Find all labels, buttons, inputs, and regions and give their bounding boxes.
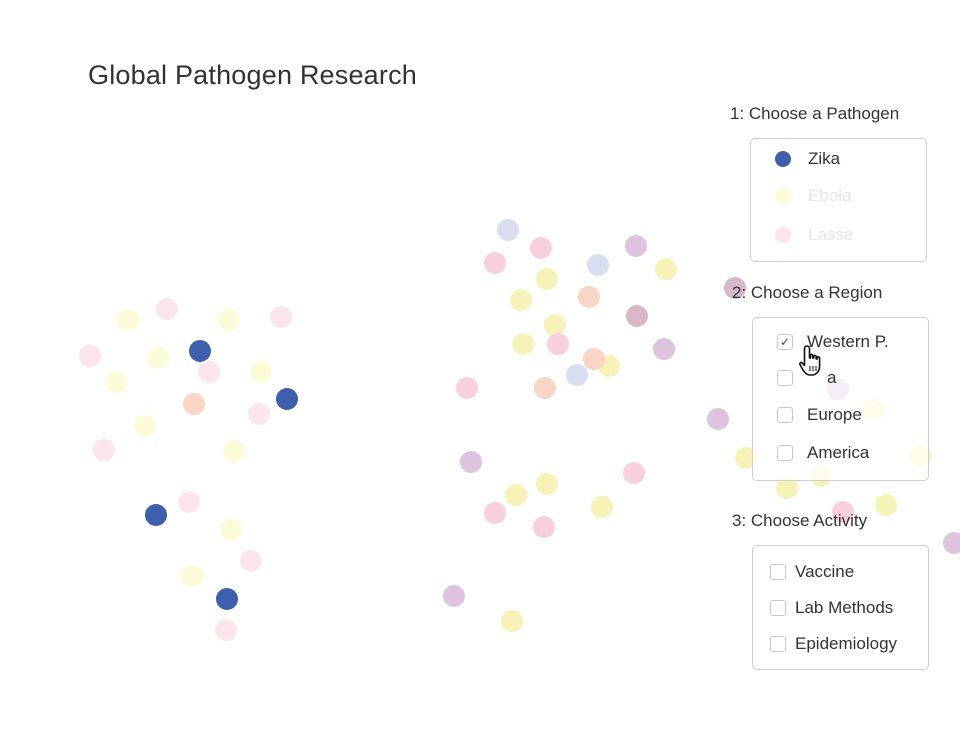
ebola-color-dot: [775, 188, 791, 204]
scatter-point-mauve: [724, 277, 746, 299]
pathogen-panel: Zika Ebola Lasse: [750, 138, 927, 262]
region-option-label: Western P.: [807, 332, 889, 351]
scatter-point-lasse_light: [240, 550, 262, 572]
activity-checkbox[interactable]: [770, 636, 786, 652]
scatter-point-ebola_mid: [591, 496, 613, 518]
activity-panel: Vaccine Lab Methods Epidemiology: [752, 545, 929, 670]
scatter-point-lasse_light: [79, 345, 101, 367]
scatter-point-purple: [443, 585, 465, 607]
scatter-point-ebola_mid: [536, 268, 558, 290]
region-option-america[interactable]: America: [777, 443, 869, 463]
scatter-point-zika: [189, 340, 211, 362]
scatter-point-purple: [460, 451, 482, 473]
scatter-point-peach: [534, 377, 556, 399]
region-checkbox[interactable]: [777, 370, 793, 386]
pathogen-option-label: Lasse: [808, 225, 854, 244]
activity-checkbox[interactable]: [770, 600, 786, 616]
page-title: Global Pathogen Research: [88, 60, 418, 90]
scatter-point-ebola_light: [181, 565, 203, 587]
scatter-point-ebola_mid: [510, 289, 532, 311]
scatter-point-lasse_light: [270, 306, 292, 328]
scatter-point-ebola_light: [105, 371, 127, 393]
scatter-point-purple: [943, 532, 960, 554]
scatter-point-lasse_light: [93, 439, 115, 461]
scatter-point-lasse_pink: [456, 377, 478, 399]
scatter-point-purple: [653, 338, 675, 360]
zika-color-dot: [775, 151, 791, 167]
scatter-point-lasse_pink: [623, 462, 645, 484]
scatter-point-lasse_light: [198, 361, 220, 383]
scatter-point-ebola_light: [223, 440, 245, 462]
pathogen-option-zika[interactable]: Zika: [775, 149, 840, 169]
scatter-point-lasse_light: [248, 403, 270, 425]
region-checkbox[interactable]: [777, 407, 793, 423]
scatter-point-ebola_mid: [536, 473, 558, 495]
scatter-point-lasse_pink: [484, 252, 506, 274]
scatter-point-ebola_mid: [512, 333, 534, 355]
scatter-point-zika: [276, 388, 298, 410]
checkmark-icon: ✓: [779, 335, 791, 349]
scatter-point-purple: [625, 235, 647, 257]
scatter-point-ebola_mid: [505, 484, 527, 506]
hand-pointer-icon: [799, 345, 821, 376]
scatter-point-ebola_light: [250, 361, 272, 383]
scatter-point-lasse_pink: [530, 237, 552, 259]
scatter-point-ebola_light: [117, 309, 139, 331]
scatter-point-peach: [183, 393, 205, 415]
region-option-europe[interactable]: Europe: [777, 405, 862, 425]
scatter-point-mauve: [626, 305, 648, 327]
pathogen-option-ebola[interactable]: Ebola: [775, 186, 851, 206]
scatter-point-ebola_mid: [875, 494, 897, 516]
pathogen-option-label: Zika: [808, 149, 841, 168]
region-option-western-pacific[interactable]: ✓ Western P.: [777, 332, 889, 352]
scatter-point-purple: [707, 408, 729, 430]
scatter-point-peach: [583, 348, 605, 370]
activity-option-label: Lab Methods: [795, 598, 894, 617]
region-option-label: a: [827, 368, 837, 387]
activity-option-label: Epidemiology: [795, 634, 898, 653]
scatter-point-peach: [578, 286, 600, 308]
pathogen-option-lasse[interactable]: Lasse: [775, 225, 853, 245]
region-checkbox[interactable]: [777, 445, 793, 461]
activity-section-title: 3: Choose Activity: [732, 511, 868, 530]
scatter-point-zika_light: [497, 219, 519, 241]
scatter-point-lasse_pink: [533, 516, 555, 538]
scatter-point-ebola_mid: [735, 447, 757, 469]
scatter-point-ebola_light: [134, 415, 156, 437]
lasse-color-dot: [775, 227, 791, 243]
scatter-point-ebola_mid: [776, 477, 798, 499]
scatter-point-ebola_mid: [544, 314, 566, 336]
scatter-point-zika_light: [587, 254, 609, 276]
region-section-title: 2: Choose a Region: [732, 283, 883, 302]
scatter-point-ebola_light: [147, 347, 169, 369]
activity-checkbox[interactable]: [770, 564, 786, 580]
scatter-point-zika: [216, 588, 238, 610]
region-option-label: America: [807, 443, 870, 462]
scatter-point-ebola_light: [218, 309, 240, 331]
region-option-label: Europe: [807, 405, 862, 424]
activity-option-epidemiology[interactable]: Epidemiology: [770, 634, 897, 654]
scatter-point-zika: [145, 504, 167, 526]
scatter-point-ebola_mid: [655, 258, 677, 280]
scatter-point-ebola_light: [220, 519, 242, 541]
scatter-point-lasse_pink: [832, 501, 854, 523]
scatter-point-lasse_light: [156, 298, 178, 320]
pathogen-section-title: 1: Choose a Pathogen: [730, 104, 900, 123]
scatter-point-ebola_mid: [501, 610, 523, 632]
activity-option-vaccine[interactable]: Vaccine: [770, 562, 854, 582]
scatter-point-zika_light: [566, 364, 588, 386]
activity-option-lab-methods[interactable]: Lab Methods: [770, 598, 893, 618]
scatter-point-lasse_light: [178, 491, 200, 513]
region-panel: ✓ Western P. a Europe America: [752, 317, 929, 481]
pathogen-option-label: Ebola: [808, 186, 852, 205]
activity-option-label: Vaccine: [795, 562, 855, 581]
region-option-2[interactable]: a: [777, 368, 836, 388]
scatter-point-lasse_pink: [484, 502, 506, 524]
region-checkbox-checked[interactable]: ✓: [777, 334, 793, 350]
scatter-point-lasse_light: [215, 619, 237, 641]
scatter-point-lasse_pink: [547, 333, 569, 355]
